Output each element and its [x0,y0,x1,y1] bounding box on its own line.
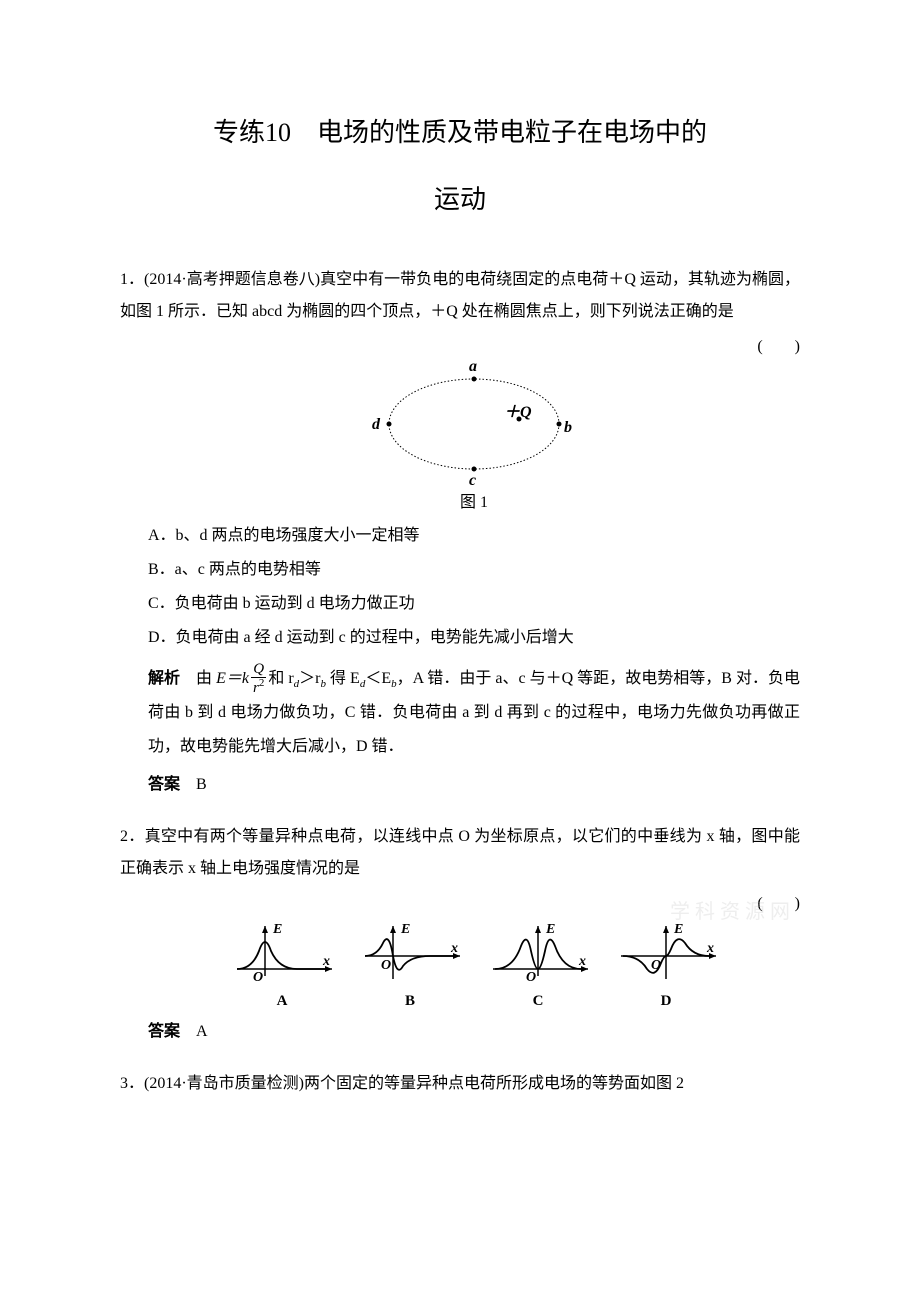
svg-text:x: x [322,954,330,969]
svg-text:O: O [651,958,661,973]
point-b-label: b [564,419,572,437]
svg-text:O: O [526,970,536,985]
svg-text:E: E [272,922,282,937]
q1-solution: 解析由 E＝kQr2和 rd＞rb 得 Ed＜Eb，A 错．由于 a、c 与＋Q… [148,662,800,764]
q1-option-c: C．负电荷由 b 运动到 d 电场力做正功 [148,588,800,620]
ellipse-diagram: a b c d ＋Q [374,364,574,484]
q3-stem: 3．(2014·青岛市质量检测)两个固定的等量异种点电荷所形成电场的等势面如图 … [120,1068,800,1100]
q2-stem: 2．真空中有两个等量异种点电荷，以连线中点 O 为坐标原点，以它们的中垂线为 x… [120,821,800,885]
q2-answer-label: 答案 [148,1023,180,1040]
chart-d-label: D [611,993,721,1010]
point-c-label: c [469,472,476,490]
point-q-label: ＋Q [504,398,532,422]
q3-number: 3． [120,1075,144,1092]
q1-answer: 答案 B [148,769,800,801]
q1-answer-label: 答案 [148,776,180,793]
question-3: 3．(2014·青岛市质量检测)两个固定的等量异种点电荷所形成电场的等势面如图 … [120,1068,800,1100]
point-a-label: a [469,358,477,376]
chart-c: E x O C [483,921,593,1010]
chart-d-svg: E x O [611,921,721,986]
q2-number: 2． [120,828,145,845]
q2-answer-value: A [196,1023,208,1040]
frac-num: Q [251,662,266,678]
svg-text:E: E [673,922,683,937]
chart-b-svg: E x O [355,921,465,986]
q2-answer: 答案 A [148,1016,800,1048]
title-line2: 运动 [120,177,800,224]
q1-sol-mid1: 和 rd＞rb 得 Ed＜Eb [268,670,396,687]
q3-source: (2014·青岛市质量检测) [144,1075,304,1092]
q1-paren: ( ) [148,332,800,356]
q1-stem: 1．(2014·高考押题信息卷八)真空中有一带负电的电荷绕固定的点电荷＋Q 运动… [120,264,800,328]
q1-figure: a b c d ＋Q 图 1 [148,364,800,512]
page-title: 专练10 电场的性质及带电粒子在电场中的 运动 [120,110,800,224]
chart-c-label: C [483,993,593,1010]
q1-source: (2014·高考押题信息卷八) [144,271,320,288]
q1-answer-value: B [196,776,207,793]
q1-solution-label: 解析 [148,670,180,687]
chart-d: E x O D [611,921,721,1010]
svg-text:x: x [578,954,586,969]
chart-b-label: B [355,993,465,1010]
title-line1: 专练10 电场的性质及带电粒子在电场中的 [120,110,800,157]
svg-text:x: x [450,941,458,956]
svg-text:x: x [706,941,714,956]
q1-sol-frac: Qr2 [251,662,266,696]
q2-charts: E x O A E x O B [148,921,800,1010]
q1-fig-caption: 图 1 [148,488,800,512]
q2-stem-text: 真空中有两个等量异种点电荷，以连线中点 O 为坐标原点，以它们的中垂线为 x 轴… [120,828,800,877]
q2-paren: ( ) [148,889,800,913]
svg-text:O: O [253,970,263,985]
svg-text:O: O [381,958,391,973]
chart-b: E x O B [355,921,465,1010]
point-d-label: d [372,416,380,434]
question-2: 2．真空中有两个等量异种点电荷，以连线中点 O 为坐标原点，以它们的中垂线为 x… [120,821,800,1048]
chart-a-label: A [227,993,337,1010]
svg-text:E: E [545,922,555,937]
q1-option-d: D．负电荷由 a 经 d 运动到 c 的过程中，电势能先减小后增大 [148,622,800,654]
question-1: 1．(2014·高考押题信息卷八)真空中有一带负电的电荷绕固定的点电荷＋Q 运动… [120,264,800,802]
frac-den: r2 [251,678,266,696]
chart-a: E x O A [227,921,337,1010]
chart-a-svg: E x O [227,921,337,986]
q1-option-a: A．b、d 两点的电场强度大小一定相等 [148,520,800,552]
q3-stem-text: 两个固定的等量异种点电荷所形成电场的等势面如图 2 [304,1075,684,1092]
svg-text:E: E [400,922,410,937]
q1-sol-eq: E＝k [216,670,249,687]
q1-option-b: B．a、c 两点的电势相等 [148,554,800,586]
q1-sol-pre: 由 [196,670,216,687]
ellipse-svg [374,364,574,489]
q1-number: 1． [120,271,144,288]
chart-c-svg: E x O [483,921,593,986]
